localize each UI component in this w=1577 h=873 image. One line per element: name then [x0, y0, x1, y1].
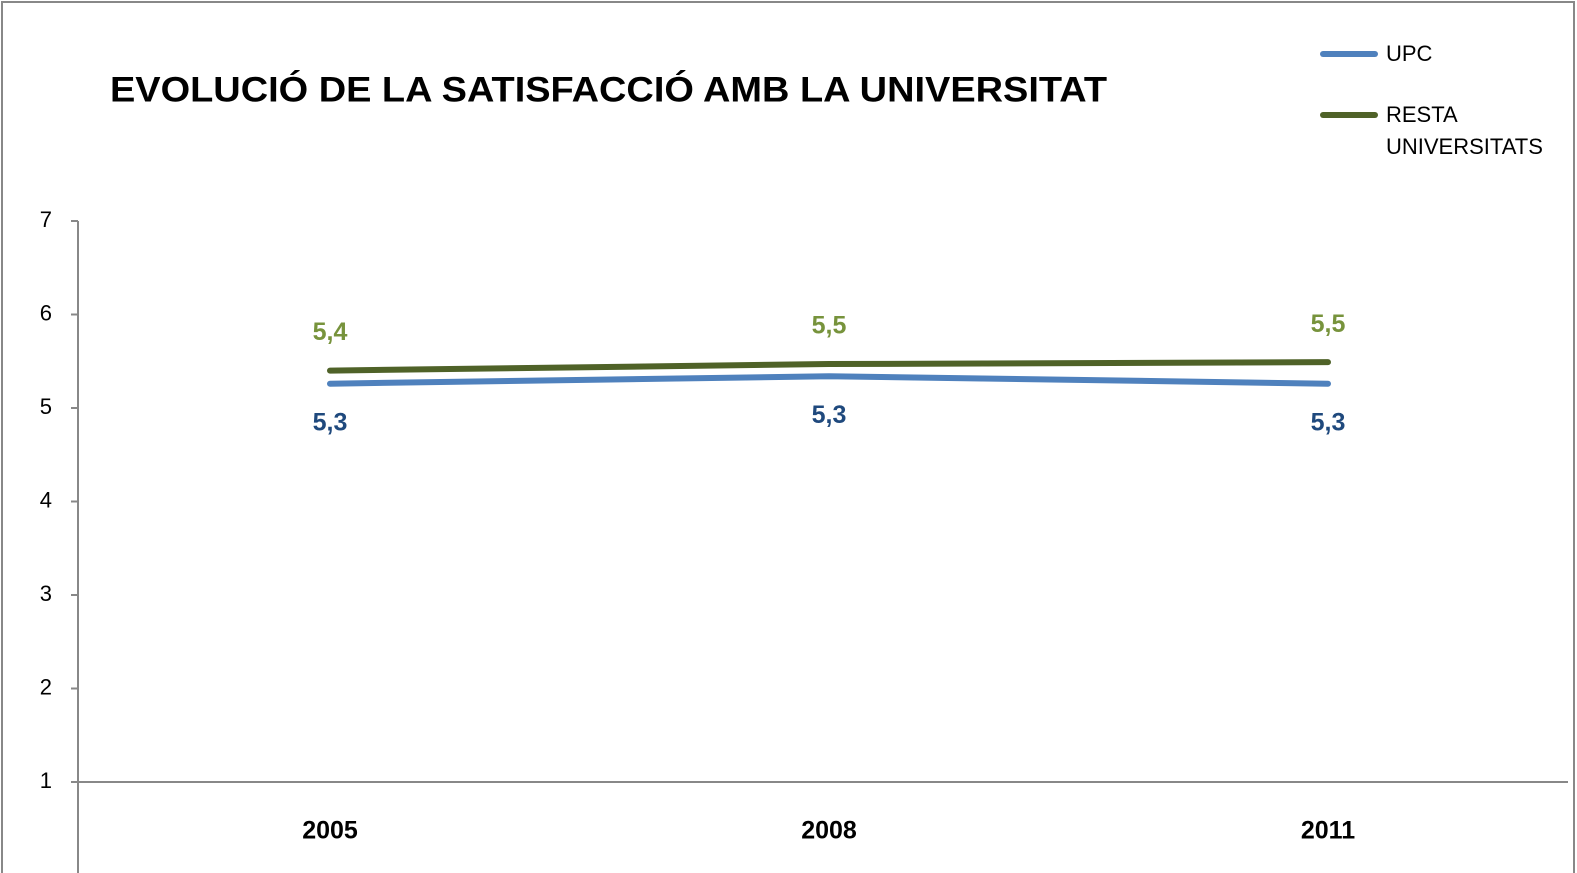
y-tick-label: 7 — [40, 207, 52, 232]
data-label: 5,5 — [812, 312, 847, 340]
series-line — [327, 359, 1331, 374]
legend-swatch — [1320, 51, 1378, 57]
data-label: 5,3 — [812, 401, 847, 429]
y-tick-label: 5 — [40, 394, 52, 419]
y-tick-label: 3 — [40, 581, 52, 606]
y-tick-label: 1 — [40, 768, 52, 793]
x-tick-label: 2005 — [302, 817, 358, 845]
x-tick-label: 2011 — [1301, 817, 1355, 845]
data-label: 5,4 — [313, 318, 348, 346]
data-label: 5,3 — [313, 408, 348, 436]
x-tick-label: 2008 — [801, 817, 857, 845]
data-label: 5,3 — [1311, 408, 1346, 436]
legend-label: RESTA UNIVERSITATS — [1386, 102, 1543, 159]
y-tick-label: 2 — [40, 674, 52, 699]
legend-label: UPC — [1386, 41, 1433, 66]
chart-title: EVOLUCIÓ DE LA SATISFACCIÓ AMB LA UNIVER… — [110, 69, 1107, 109]
series-line — [327, 373, 1331, 387]
y-tick-label: 6 — [40, 300, 52, 325]
legend-swatch — [1320, 112, 1378, 118]
y-tick-label: 4 — [40, 487, 52, 512]
data-label: 5,5 — [1311, 310, 1346, 338]
